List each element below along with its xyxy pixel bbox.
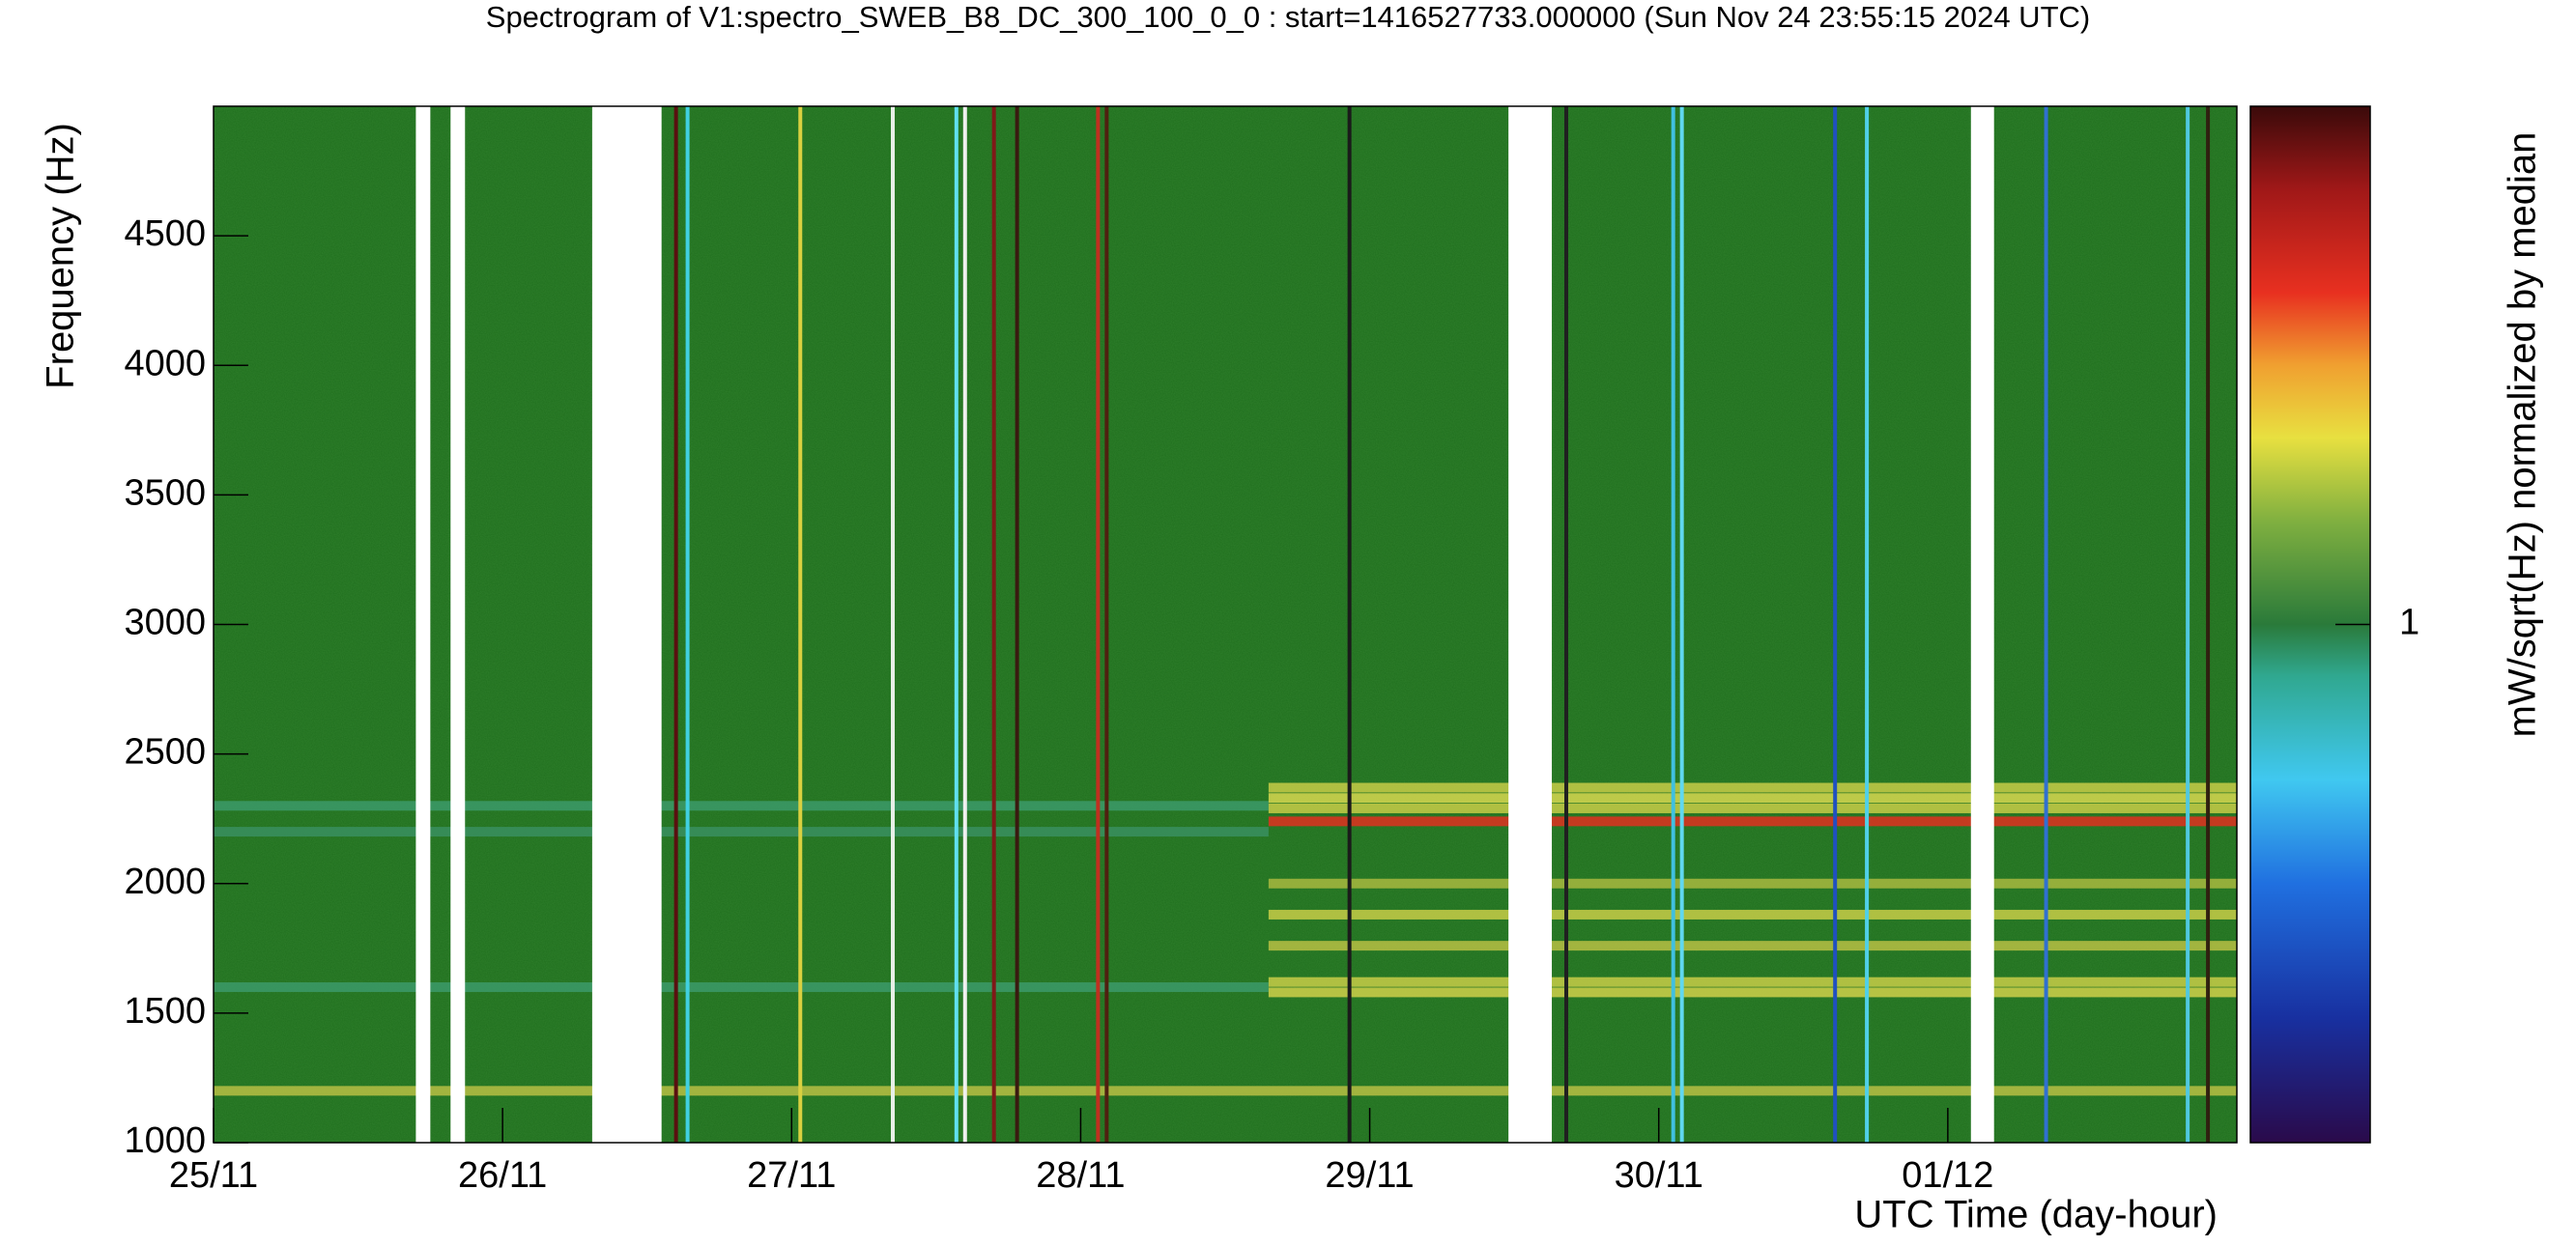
y-tick-label: 3500 (124, 472, 206, 513)
y-tick-label: 3000 (124, 603, 206, 643)
chart-title: Spectrogram of V1:spectro_SWEB_B8_DC_300… (486, 0, 2090, 34)
data-gap (1508, 106, 1553, 1143)
x-tick-label: 30/11 (1615, 1155, 1703, 1196)
y-tick-label: 4000 (124, 343, 206, 383)
band (1268, 793, 2237, 804)
y-tick-label: 2000 (124, 862, 206, 902)
data-gap (450, 106, 466, 1143)
band (1268, 977, 2237, 987)
x-axis-label: UTC Time (day-hour) (1854, 1194, 2218, 1236)
y-tick-label: 4500 (124, 213, 206, 254)
band (214, 982, 1269, 993)
x-tick-label: 01/12 (1902, 1155, 1993, 1196)
x-tick-label: 28/11 (1036, 1155, 1125, 1196)
noise (214, 106, 2237, 1143)
band (1268, 909, 2237, 920)
band (1268, 878, 2237, 889)
band (1268, 941, 2237, 951)
colorbar-tick-label: 1 (2399, 603, 2419, 643)
y-tick-label: 1500 (124, 991, 206, 1032)
y-tick-label: 2500 (124, 732, 206, 773)
y-axis-label: Frequency (Hz) (40, 123, 82, 389)
data-gap (591, 106, 662, 1143)
band (1268, 803, 2237, 813)
band (214, 827, 1269, 837)
data-gap (1970, 106, 1994, 1143)
band (214, 1086, 2237, 1096)
x-tick-label: 27/11 (747, 1155, 836, 1196)
x-tick-label: 25/11 (169, 1155, 258, 1196)
colorbar-label: mW/sqrt(Hz) normalized by median (2502, 132, 2544, 738)
x-tick-label: 29/11 (1325, 1155, 1414, 1196)
band (214, 801, 1269, 811)
band (1268, 782, 2237, 793)
y-tick-label: 1000 (124, 1120, 206, 1161)
band (1268, 816, 2237, 827)
x-tick-label: 26/11 (458, 1155, 547, 1196)
band (1268, 987, 2237, 998)
data-gap (415, 106, 431, 1143)
